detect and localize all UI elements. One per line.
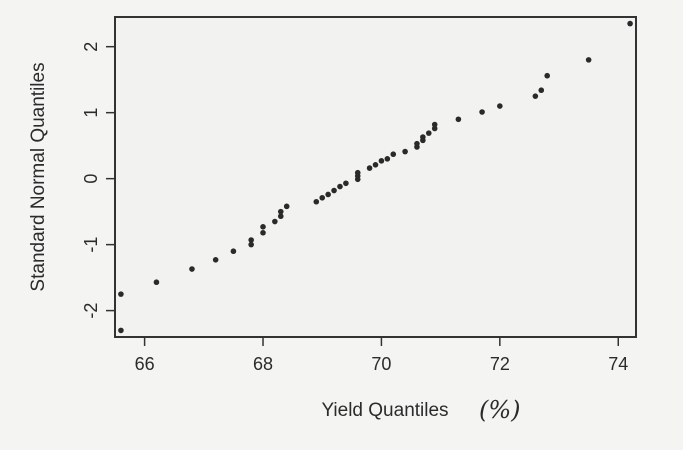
data-point xyxy=(325,191,331,198)
x-tick-label: 66 xyxy=(135,354,155,374)
data-point xyxy=(277,213,284,220)
data-point xyxy=(118,291,124,297)
data-point xyxy=(431,125,438,132)
plot-background xyxy=(115,17,636,337)
data-point xyxy=(343,180,349,187)
data-point xyxy=(153,279,160,286)
data-point xyxy=(532,93,539,99)
data-point xyxy=(455,116,462,123)
data-point xyxy=(378,158,385,164)
y-tick-label: 1 xyxy=(81,108,101,118)
data-point xyxy=(402,148,408,155)
data-point xyxy=(272,218,278,225)
data-point xyxy=(248,237,254,243)
data-point xyxy=(366,165,373,171)
data-point xyxy=(384,156,391,162)
data-point xyxy=(260,229,266,236)
y-axis-title: Standard Normal Quantiles xyxy=(28,62,49,291)
y-tick-label: 0 xyxy=(81,174,101,184)
data-points xyxy=(118,20,633,334)
data-point xyxy=(497,103,503,109)
x-tick-label: 70 xyxy=(371,354,391,374)
x-axis-ticks: 66 68 70 72 74 xyxy=(135,337,628,374)
data-point xyxy=(354,169,361,176)
data-point xyxy=(230,248,237,255)
x-tick-label: 68 xyxy=(253,354,273,374)
data-point xyxy=(260,224,266,230)
data-point xyxy=(585,57,592,63)
data-point xyxy=(277,208,284,215)
data-point xyxy=(431,121,438,128)
data-point xyxy=(212,257,219,263)
x-axis-unit: (%) xyxy=(479,396,521,424)
y-axis-ticks: -2 -1 0 1 2 xyxy=(81,42,115,319)
data-point xyxy=(479,109,485,115)
data-point xyxy=(538,87,545,94)
y-tick-label: -1 xyxy=(81,237,101,253)
data-point xyxy=(319,194,326,201)
data-point xyxy=(248,241,254,248)
data-point xyxy=(390,151,397,158)
y-tick-label: -2 xyxy=(81,303,101,319)
data-point xyxy=(372,161,379,168)
data-point xyxy=(283,203,290,210)
x-tick-label: 72 xyxy=(490,354,510,374)
y-tick-label: 2 xyxy=(81,42,101,52)
plot-frame xyxy=(114,16,637,338)
data-point xyxy=(627,20,633,27)
data-point xyxy=(189,266,195,272)
data-point xyxy=(337,183,343,190)
data-point xyxy=(414,140,420,147)
data-point xyxy=(544,72,550,79)
data-point xyxy=(420,134,426,140)
x-axis-title: Yield Quantiles xyxy=(321,400,448,421)
data-point xyxy=(313,198,320,205)
data-point xyxy=(425,130,432,136)
x-tick-label: 74 xyxy=(608,354,628,374)
data-point xyxy=(331,187,337,194)
data-point xyxy=(118,327,124,334)
